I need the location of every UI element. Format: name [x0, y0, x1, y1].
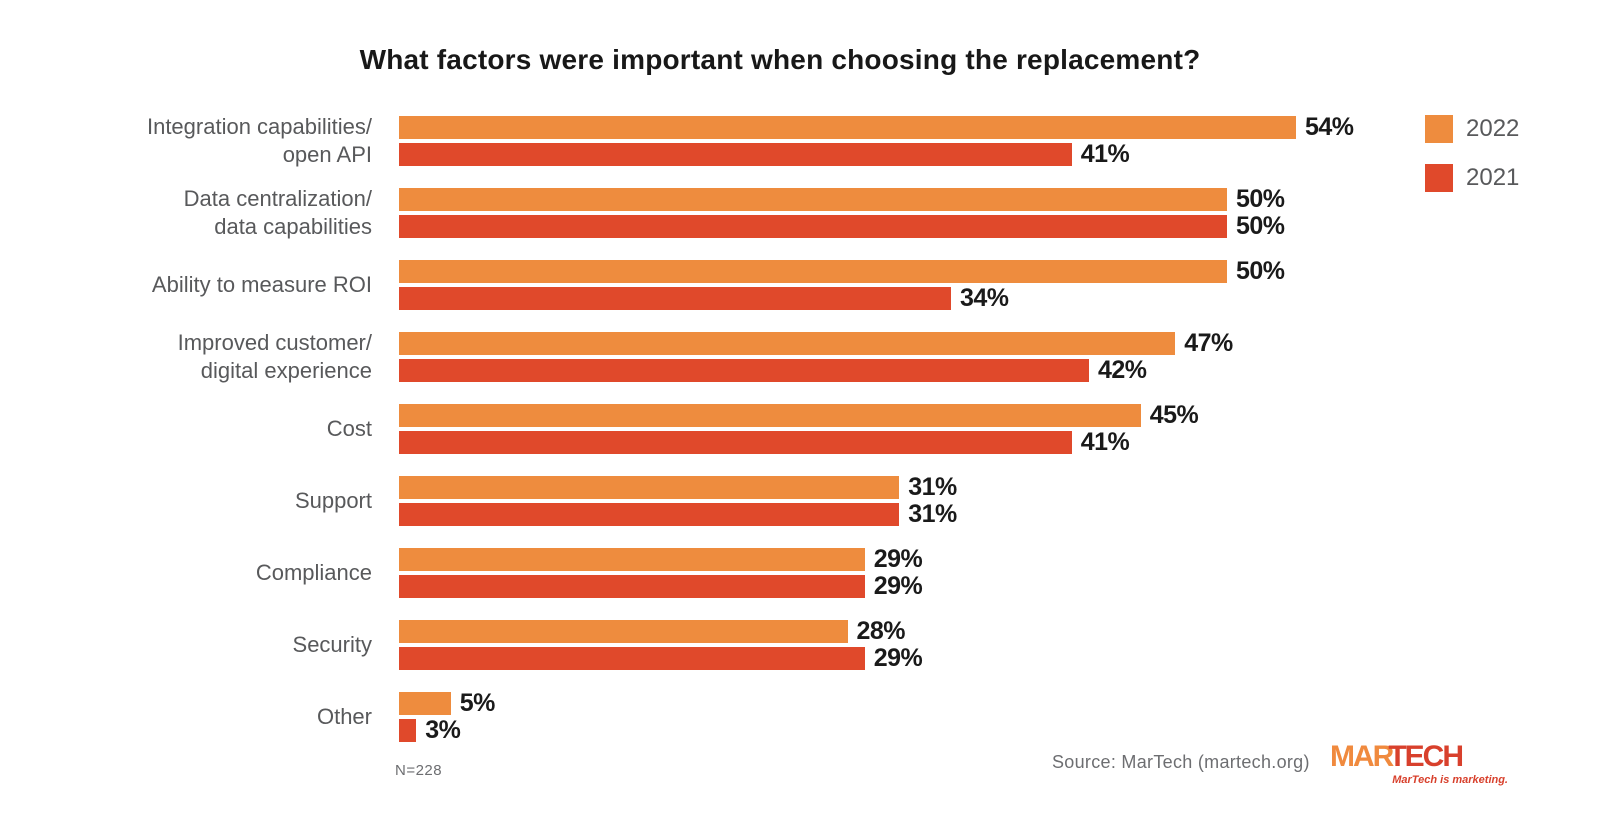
value-label: 50%: [1236, 185, 1285, 213]
category-label-text: Improved customer/ digital experience: [177, 330, 372, 383]
value-label: 50%: [1236, 212, 1285, 240]
category-label: Ability to measure ROI: [0, 260, 372, 310]
category-label: Compliance: [0, 548, 372, 598]
legend-label: 2022: [1466, 114, 1520, 142]
legend-label: 2021: [1466, 163, 1520, 191]
bar-2021: [399, 143, 1072, 166]
category-label-text: Integration capabilities/ open API: [146, 114, 372, 167]
bar-line-2022: 45%: [399, 401, 1199, 429]
bar-line-2022: 50%: [399, 257, 1285, 285]
bar-2021: [399, 359, 1089, 382]
martech-logo: MARTECH MarTech is marketing.: [1330, 742, 1508, 787]
bar-2021: [399, 719, 417, 742]
category-label-text: Compliance: [255, 560, 372, 585]
bar-2021: [399, 647, 865, 670]
bar-line-2021: 34%: [399, 284, 1009, 312]
bar-line-2021: 41%: [399, 428, 1130, 456]
legend-swatch: [1425, 163, 1453, 192]
bar-line-2021: 42%: [399, 356, 1147, 384]
bar-line-2022: 28%: [399, 617, 906, 645]
category-label: Cost: [0, 404, 372, 454]
category-label-text: Cost: [326, 416, 372, 441]
bar-group: Compliance 29% 29%: [0, 545, 1600, 600]
bar-group: Ability to measure ROI 50% 34%: [0, 257, 1600, 312]
category-label: Support: [0, 476, 372, 526]
bar-line-2022: 47%: [399, 329, 1233, 357]
bar-2021: [399, 215, 1227, 238]
category-label-text: Support: [294, 488, 372, 513]
chart-title: What factors were important when choosin…: [359, 44, 1201, 75]
value-label: 50%: [1236, 257, 1285, 285]
logo-tech-text: TECH: [1388, 740, 1464, 773]
bar-2021: [399, 575, 865, 598]
value-label: 41%: [1080, 428, 1130, 456]
value-label: 45%: [1149, 401, 1199, 429]
bar-line-2021: 31%: [399, 500, 957, 528]
bar-2022: [399, 476, 900, 499]
bar-2022: [399, 620, 848, 643]
value-label: 41%: [1080, 140, 1130, 168]
value-label: 3%: [425, 716, 461, 744]
bar-line-2021: 50%: [399, 212, 1285, 240]
category-label: Security: [0, 620, 372, 670]
bar-line-2022: 31%: [399, 473, 957, 501]
bar-line-2021: 41%: [399, 140, 1130, 168]
source-note: Source: MarTech (martech.org): [1052, 752, 1310, 772]
bar-line-2021: 29%: [399, 644, 923, 672]
legend: 2022 2021: [1425, 114, 1519, 212]
bar-line-2022: 50%: [399, 185, 1285, 213]
bar-line-2022: 54%: [399, 113, 1354, 141]
category-label-text: Other: [316, 704, 372, 729]
bar-2021: [399, 431, 1072, 454]
bar-2021: [399, 503, 900, 526]
category-label: Data centralization/ data capabilities: [0, 186, 372, 239]
bar-2022: [399, 260, 1227, 283]
martech-logo-wordmark: MARTECH: [1330, 742, 1508, 772]
bar-2022: [399, 332, 1176, 355]
category-label-text: Data centralization/ data capabilities: [183, 186, 372, 239]
category-label-text: Ability to measure ROI: [151, 272, 372, 297]
bar-2021: [399, 287, 951, 310]
bar-2022: [399, 188, 1227, 211]
logo-tagline: MarTech is marketing.: [1392, 774, 1508, 786]
bar-2022: [399, 692, 451, 715]
bar-line-2021: 29%: [399, 572, 923, 600]
bar-group: Data centralization/ data capabilities 50…: [0, 185, 1600, 240]
bar-line-2022: 5%: [399, 689, 496, 717]
value-label: 31%: [908, 473, 957, 501]
value-label: 54%: [1305, 113, 1354, 141]
legend-swatch: [1425, 114, 1453, 143]
category-label: Other: [0, 692, 372, 742]
category-label: Improved customer/ digital experience: [0, 330, 372, 383]
value-label: 28%: [856, 617, 906, 645]
value-label: 47%: [1184, 329, 1233, 357]
legend-entry-2022: 2022: [1425, 114, 1519, 143]
bar-group: Cost 45% 41%: [0, 401, 1600, 456]
bar-line-2022: 29%: [399, 545, 923, 573]
legend-entry-2021: 2021: [1425, 163, 1519, 192]
bar-group: Support 31% 31%: [0, 473, 1600, 528]
bar-group: Integration capabilities/ open API 54% 41%: [0, 113, 1600, 168]
bar-group: Security 28% 29%: [0, 617, 1600, 672]
value-label: 34%: [960, 284, 1009, 312]
logo-mar-text: MAR: [1330, 740, 1394, 773]
value-label: 29%: [873, 572, 923, 600]
value-label: 5%: [459, 689, 496, 717]
bar-line-2021: 3%: [399, 716, 461, 744]
value-label: 29%: [873, 545, 923, 573]
value-label: 31%: [908, 500, 957, 528]
category-label: Integration capabilities/ open API: [0, 114, 372, 167]
bar-group: Other 5% 3%: [0, 689, 1600, 744]
bar-group: Improved customer/ digital experience 47%…: [0, 329, 1600, 384]
bar-2022: [399, 404, 1141, 427]
category-label-text: Security: [292, 632, 372, 657]
value-label: 42%: [1098, 356, 1147, 384]
bar-2022: [399, 548, 865, 571]
bar-2022: [399, 116, 1296, 139]
sample-size-note: N=228: [395, 762, 443, 779]
value-label: 29%: [873, 644, 923, 672]
